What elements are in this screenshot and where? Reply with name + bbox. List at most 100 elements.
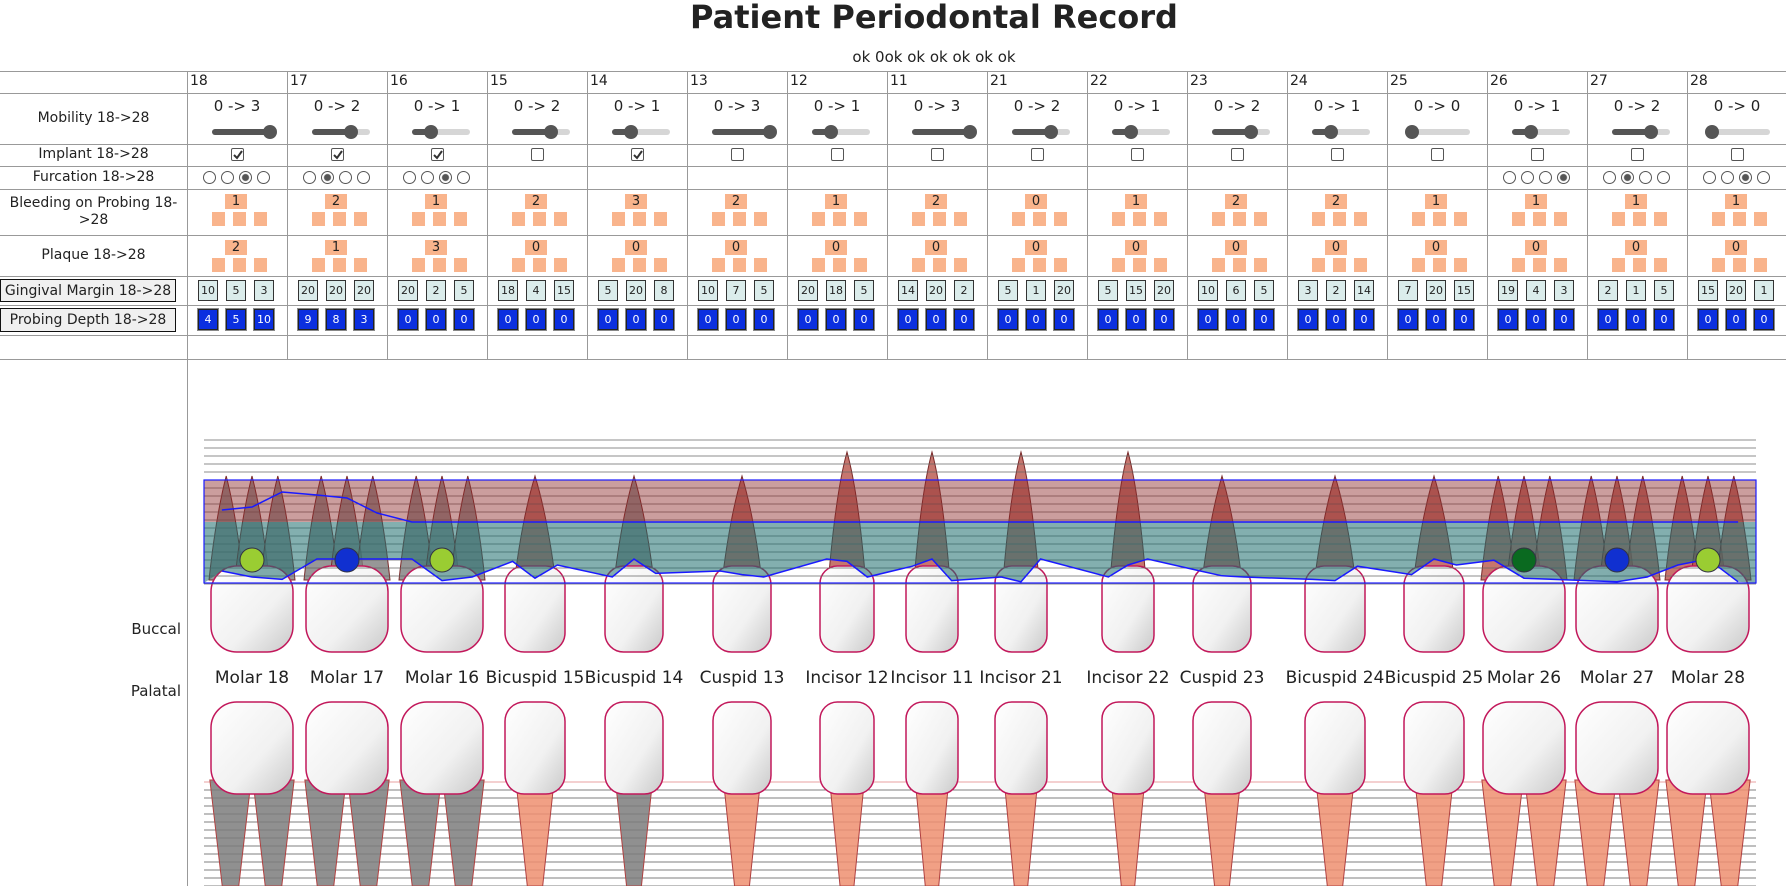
gingival-margin-input[interactable]: 3 <box>1554 280 1574 301</box>
furcation-radio[interactable] <box>1739 171 1752 184</box>
slider-thumb[interactable] <box>824 125 839 139</box>
plaque-site[interactable] <box>612 258 625 272</box>
plaque-site[interactable] <box>312 258 325 272</box>
plaque-site[interactable] <box>854 258 867 272</box>
slider-thumb[interactable] <box>1324 125 1339 139</box>
probing-depth-input[interactable]: 0 <box>453 308 475 331</box>
plaque-site[interactable] <box>812 258 825 272</box>
gingival-margin-input[interactable]: 19 <box>1498 280 1518 301</box>
bleeding-site[interactable] <box>1533 212 1546 226</box>
probing-depth-input[interactable]: 0 <box>1697 308 1719 331</box>
furcation-radio[interactable] <box>303 171 316 184</box>
implant-checkbox[interactable] <box>1131 148 1144 161</box>
probing-depth-input[interactable]: 0 <box>1625 308 1647 331</box>
gingival-margin-input[interactable]: 5 <box>998 280 1018 301</box>
slider-track[interactable] <box>612 129 670 135</box>
slider-thumb[interactable] <box>1405 125 1419 139</box>
probing-depth-input[interactable]: 0 <box>553 308 575 331</box>
bleeding-site[interactable] <box>1433 212 1446 226</box>
probing-depth-input[interactable]: 0 <box>1125 308 1147 331</box>
gingival-margin-input[interactable]: 20 <box>326 280 346 301</box>
furcation-radio[interactable] <box>1503 171 1516 184</box>
bleeding-site[interactable] <box>1212 212 1225 226</box>
gingival-margin-input[interactable]: 10 <box>698 280 718 301</box>
probing-depth-input[interactable]: 0 <box>1525 308 1547 331</box>
bleeding-site[interactable] <box>1754 212 1767 226</box>
bleeding-site[interactable] <box>1654 212 1667 226</box>
gingival-margin-input[interactable]: 4 <box>1526 280 1546 301</box>
probing-depth-input[interactable]: 0 <box>1197 308 1219 331</box>
probing-depth-input[interactable]: 0 <box>797 308 819 331</box>
probing-depth-input[interactable]: 0 <box>825 308 847 331</box>
bleeding-site[interactable] <box>1454 212 1467 226</box>
slider-thumb[interactable] <box>543 125 558 139</box>
bleeding-site[interactable] <box>1254 212 1267 226</box>
gingival-margin-input[interactable]: 20 <box>1726 280 1746 301</box>
gingival-margin-input[interactable]: 5 <box>854 280 874 301</box>
probing-depth-input[interactable]: 0 <box>697 308 719 331</box>
plaque-site[interactable] <box>712 258 725 272</box>
probing-depth-input[interactable]: 0 <box>1325 308 1347 331</box>
bleeding-site[interactable] <box>1612 212 1625 226</box>
implant-checkbox[interactable] <box>1031 148 1044 161</box>
bleeding-site[interactable] <box>1712 212 1725 226</box>
gingival-margin-input[interactable]: 20 <box>1054 280 1074 301</box>
plaque-site[interactable] <box>1233 258 1246 272</box>
furcation-radio[interactable] <box>357 171 370 184</box>
gingival-margin-input[interactable]: 5 <box>1254 280 1274 301</box>
implant-checkbox[interactable] <box>1331 148 1344 161</box>
probing-depth-input[interactable]: 0 <box>1497 308 1519 331</box>
bleeding-site[interactable] <box>654 212 667 226</box>
gingival-margin-input[interactable]: 8 <box>654 280 674 301</box>
gingival-margin-input[interactable]: 14 <box>898 280 918 301</box>
probing-depth-input[interactable]: 0 <box>1725 308 1747 331</box>
plaque-site[interactable] <box>1012 258 1025 272</box>
furcation-radio[interactable] <box>1603 171 1616 184</box>
slider-thumb[interactable] <box>1043 125 1058 139</box>
plaque-site[interactable] <box>512 258 525 272</box>
plaque-site[interactable] <box>1433 258 1446 272</box>
gingival-margin-input[interactable]: 5 <box>454 280 474 301</box>
gingival-margin-input[interactable]: 3 <box>254 280 274 301</box>
probing-depth-input[interactable]: 0 <box>425 308 447 331</box>
bleeding-site[interactable] <box>733 212 746 226</box>
implant-checkbox[interactable] <box>431 148 444 161</box>
furcation-radio[interactable] <box>457 171 470 184</box>
row-button[interactable]: Gingival Margin 18->28 <box>0 279 176 302</box>
bleeding-site[interactable] <box>754 212 767 226</box>
implant-checkbox[interactable] <box>1531 148 1544 161</box>
probing-depth-input[interactable]: 0 <box>897 308 919 331</box>
probing-depth-input[interactable]: 0 <box>1025 308 1047 331</box>
slider-thumb[interactable] <box>263 125 277 139</box>
bleeding-site[interactable] <box>554 212 567 226</box>
probing-depth-input[interactable]: 0 <box>1253 308 1275 331</box>
implant-checkbox[interactable] <box>1431 148 1444 161</box>
bleeding-site[interactable] <box>512 212 525 226</box>
furcation-radio[interactable] <box>1557 171 1570 184</box>
probing-depth-input[interactable]: 0 <box>1353 308 1375 331</box>
gingival-margin-input[interactable]: 1 <box>1626 280 1646 301</box>
plaque-site[interactable] <box>633 258 646 272</box>
bleeding-site[interactable] <box>854 212 867 226</box>
plaque-site[interactable] <box>1033 258 1046 272</box>
plaque-site[interactable] <box>454 258 467 272</box>
probing-depth-input[interactable]: 0 <box>853 308 875 331</box>
gingival-margin-input[interactable]: 20 <box>626 280 646 301</box>
probing-depth-input[interactable]: 0 <box>597 308 619 331</box>
slider-thumb[interactable] <box>763 125 777 139</box>
implant-checkbox[interactable] <box>1731 148 1744 161</box>
furcation-radio[interactable] <box>321 171 334 184</box>
plaque-site[interactable] <box>954 258 967 272</box>
probing-depth-input[interactable]: 0 <box>1553 308 1575 331</box>
plaque-site[interactable] <box>1712 258 1725 272</box>
plaque-site[interactable] <box>333 258 346 272</box>
gingival-margin-input[interactable]: 20 <box>354 280 374 301</box>
bleeding-site[interactable] <box>312 212 325 226</box>
furcation-radio[interactable] <box>1639 171 1652 184</box>
furcation-radio[interactable] <box>239 171 252 184</box>
bleeding-site[interactable] <box>1512 212 1525 226</box>
gingival-margin-input[interactable]: 2 <box>426 280 446 301</box>
plaque-site[interactable] <box>1454 258 1467 272</box>
plaque-site[interactable] <box>212 258 225 272</box>
gingival-margin-input[interactable]: 1 <box>1026 280 1046 301</box>
